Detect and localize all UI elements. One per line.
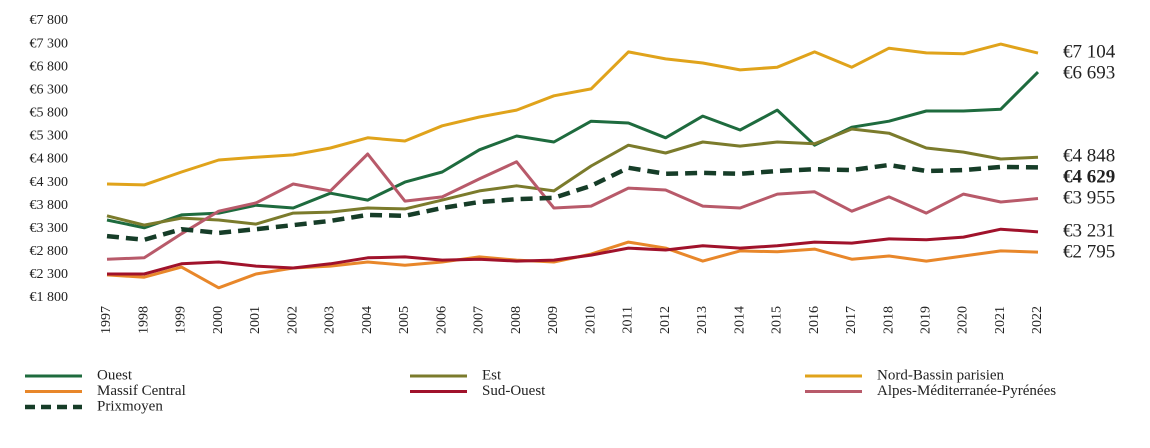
end-value-label: €2 795 — [1063, 241, 1115, 262]
x-tick-label: 2005 — [397, 306, 412, 334]
x-tick-label: 2021 — [993, 306, 1008, 334]
x-tick-label: 2019 — [918, 306, 933, 334]
x-tick-label: 2022 — [1030, 306, 1045, 334]
series-line — [106, 127, 1039, 227]
x-tick-label: 2000 — [211, 306, 226, 334]
legend-label: Est — [482, 367, 502, 383]
x-tick-label: 1999 — [174, 306, 189, 334]
y-tick-label: €5 300 — [30, 129, 69, 144]
legend-label: Sud-Ouest — [482, 383, 546, 399]
series-line — [106, 42, 1039, 187]
x-tick-label: 2020 — [956, 306, 971, 334]
end-value-label: €3 955 — [1063, 188, 1115, 209]
end-value-label: €4 629 — [1063, 167, 1115, 188]
end-value-label: €7 104 — [1063, 41, 1116, 62]
y-tick-label: €6 300 — [30, 82, 69, 97]
x-tick-label: 2004 — [360, 306, 375, 334]
y-tick-label: €7 300 — [30, 36, 69, 51]
x-tick-label: 2006 — [434, 306, 449, 334]
y-tick-label: €6 800 — [30, 59, 69, 74]
x-tick-label: 2007 — [472, 306, 487, 334]
end-value-label: €4 848 — [1063, 146, 1115, 167]
y-tick-label: €5 800 — [30, 106, 69, 121]
x-tick-label: 2009 — [546, 306, 561, 334]
x-tick-label: 2015 — [770, 306, 785, 334]
x-tick-label: 2017 — [844, 306, 859, 334]
x-tick-label: 2001 — [248, 306, 263, 334]
legend-label: Prixmoyen — [97, 398, 163, 414]
legend-label: Alpes-Méditerranée-Pyrénées — [877, 383, 1056, 399]
series-line — [107, 227, 1039, 276]
legend-label: Nord-Bassin parisien — [877, 367, 1005, 383]
y-tick-label: €7 800 — [30, 13, 69, 28]
series-line — [106, 162, 1039, 243]
y-tick-label: €2 800 — [30, 244, 69, 259]
end-value-label: €6 693 — [1063, 62, 1115, 83]
x-tick-label: 2018 — [881, 306, 896, 334]
y-tick-label: €3 800 — [30, 198, 69, 213]
x-tick-label: 2008 — [509, 306, 524, 334]
y-tick-label: €1 800 — [30, 290, 69, 305]
legend-label: Massif Central — [97, 383, 186, 399]
end-value-label: €3 231 — [1063, 220, 1115, 241]
x-tick-label: 2014 — [732, 306, 747, 334]
y-tick-label: €4 800 — [30, 152, 69, 167]
x-tick-label: 2002 — [285, 306, 300, 334]
x-tick-label: 2013 — [695, 306, 710, 334]
x-tick-label: 2012 — [658, 306, 673, 334]
x-tick-label: 2011 — [621, 306, 636, 333]
y-tick-label: €3 300 — [30, 221, 69, 236]
x-tick-label: 1998 — [136, 306, 151, 334]
series-line — [106, 71, 1040, 230]
x-tick-label: 2010 — [583, 306, 598, 334]
x-tick-label: 2003 — [323, 306, 338, 334]
series-line — [106, 152, 1039, 261]
legend-label: Ouest — [97, 367, 133, 383]
y-tick-label: €4 300 — [30, 175, 69, 190]
y-tick-label: €2 300 — [30, 267, 69, 282]
x-tick-label: 1997 — [99, 306, 114, 334]
x-tick-label: 2016 — [807, 306, 822, 334]
